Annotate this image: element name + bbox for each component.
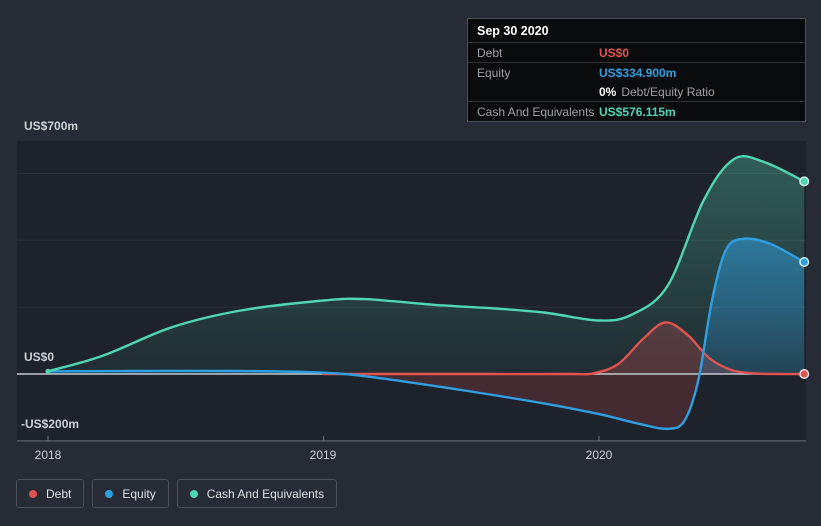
tooltip-equity-value: US$334.900m: [599, 65, 677, 80]
legend-item-debt[interactable]: Debt: [16, 479, 85, 508]
tooltip-equity-row: Equity US$334.900m: [468, 63, 805, 82]
cash-endpoint-dot: [799, 176, 810, 187]
tooltip-ratio-row: 0% Debt/Equity Ratio: [468, 82, 805, 102]
hover-tooltip: Sep 30 2020 Debt US$0 Equity US$334.900m…: [467, 18, 806, 122]
tooltip-equity-label: Equity: [477, 65, 511, 80]
tooltip-debt-row: Debt US$0: [468, 43, 805, 63]
tooltip-ratio-value: 0%: [599, 84, 617, 99]
cash-start-dot: [45, 368, 51, 374]
equity-endpoint-dot: [799, 257, 810, 268]
y-axis-label-700m: US$700m: [24, 119, 79, 133]
legend-cash-label: Cash And Equivalents: [206, 486, 325, 501]
equity-positive-area-fill: [48, 238, 805, 375]
y-axis-label-neg200m: -US$200m: [21, 417, 80, 431]
tooltip-ratio-text: Debt/Equity Ratio: [621, 84, 715, 99]
x-axis-ticks: [47, 435, 600, 441]
cash-area-fill: [48, 156, 805, 374]
tooltip-debt-value: US$0: [599, 45, 630, 60]
cash-legend-dot: [189, 489, 198, 498]
equity-negative-area-fill: [349, 374, 700, 429]
x-axis-label-2019: 2019: [309, 448, 337, 462]
y-axis-label-zero: US$0: [24, 350, 55, 364]
legend-item-cash[interactable]: Cash And Equivalents: [176, 479, 338, 508]
x-axis-label-2018: 2018: [34, 448, 62, 462]
debt-endpoint-dot: [799, 369, 810, 380]
debt-legend-dot: [29, 489, 37, 498]
tooltip-cash-label: Cash And Equivalents: [477, 104, 595, 119]
legend-debt-label: Debt: [46, 486, 72, 501]
equity-line: [46, 237, 806, 431]
chart-legend: Debt Equity Cash And Equivalents: [16, 479, 338, 508]
cash-line: [46, 155, 806, 373]
equity-legend-dot: [105, 489, 114, 498]
debt-area-fill: [323, 322, 805, 375]
tooltip-cash-row: Cash And Equivalents US$576.115m: [468, 102, 805, 121]
tooltip-date: Sep 30 2020: [468, 19, 805, 43]
legend-equity-label: Equity: [122, 486, 156, 501]
debt-line: [322, 321, 806, 376]
tooltip-cash-value: US$576.115m: [599, 104, 676, 119]
legend-item-equity[interactable]: Equity: [92, 479, 169, 508]
tooltip-debt-label: Debt: [477, 45, 503, 60]
x-axis-label-2020: 2020: [585, 448, 613, 462]
